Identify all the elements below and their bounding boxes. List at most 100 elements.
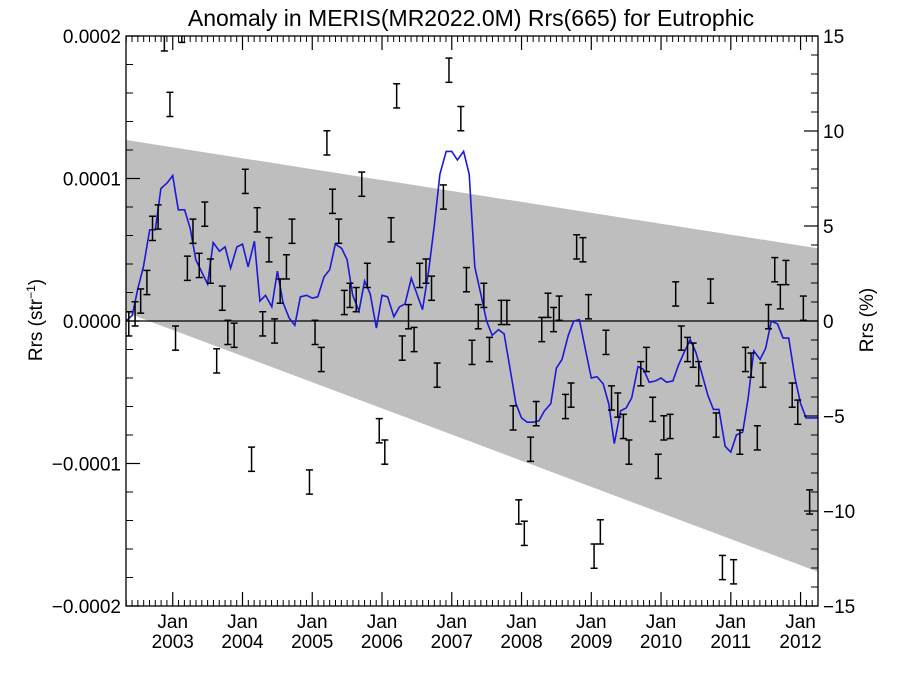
error-bar-point [462,266,470,293]
error-bar-point [718,554,726,581]
error-bar-point [579,236,587,263]
error-bar-point [335,218,343,245]
error-bar-point [358,171,366,198]
error-bar-point [573,234,581,260]
error-bar-point [363,262,371,289]
error-bar-point [509,405,517,431]
error-bar-point [183,255,191,282]
error-bar-point [642,346,650,373]
error-bar-point [178,36,186,44]
x-tick-month-label: Jan [646,612,677,633]
y-left-tick-label: 0.0001 [63,170,121,191]
error-bar-point [143,269,151,296]
error-bar-point [131,301,139,327]
error-bar-point [160,36,168,52]
error-bar-point [764,303,772,330]
error-bar-point [695,360,703,387]
error-bar-point [317,346,325,373]
chart-title: Anomaly in MERIS(MR2022.0M) Rrs(665) for… [188,5,754,31]
error-bar-point [468,339,476,366]
y-axis-label-left: Rrs (str−1) [24,279,47,361]
error-bar-point [387,216,395,243]
error-bar-point [445,57,453,84]
error-bar-point [248,446,256,473]
error-bar-point [410,326,418,353]
error-bar-point [538,316,546,343]
error-bar-point [782,259,790,286]
x-tick-month-label: Jan [506,612,537,633]
error-bar-point [561,393,569,420]
error-bar-point [794,399,802,426]
x-tick-month-label: Jan [297,612,328,633]
error-bar-point [352,286,360,313]
error-bar-point [189,218,197,245]
error-bar-point [265,236,273,263]
x-tick-year-label: 2006 [361,632,403,653]
error-bar-point [654,453,662,480]
error-bar-point [741,346,749,373]
error-bar-point [398,335,406,361]
error-bar-point [393,82,401,109]
error-bar-point [253,206,261,233]
x-tick-month-label: Jan [715,612,746,633]
y-right-tick-label: −15 [823,597,855,618]
error-bar-point [660,415,668,441]
error-bar-point [137,288,145,314]
smoothed-series-line [126,149,818,454]
error-bar-point [799,295,807,322]
y-right-tick-label: 0 [823,312,834,333]
error-bar-point [503,299,511,326]
error-bar-point [515,499,523,525]
x-tick-month-label: Jan [785,612,816,633]
error-bar-point [753,424,761,451]
error-bar-point [311,319,319,346]
x-tick-year-label: 2012 [779,632,821,653]
y-left-tick-label: 0.0002 [63,27,121,48]
x-tick-year-label: 2007 [431,632,473,653]
error-bar-point [596,519,604,545]
error-bar-point [550,306,558,333]
error-bar-point [282,253,290,280]
y-right-tick-label: −10 [823,502,855,523]
y-left-tick-label: 0.0000 [63,312,121,333]
y-right-tick-label: 5 [823,217,834,238]
error-bar-point [614,392,622,418]
error-bar-point [149,215,157,242]
error-bar-point [684,336,692,363]
x-tick-year-label: 2009 [570,632,612,653]
error-bar-point [747,352,755,379]
error-bar-point [608,385,616,411]
error-bar-point [672,281,680,307]
error-bar-point [218,285,226,312]
x-tick-month-label: Jan [576,612,607,633]
error-bar-point [276,278,284,304]
error-bar-point [637,360,645,387]
error-bar-point [271,318,279,344]
error-bar-point [346,282,354,309]
error-bar-point [288,218,296,245]
error-bar-point [172,325,180,351]
error-bar-point [166,91,174,118]
y-left-tick-label: −0.0002 [52,597,121,618]
error-bar-point [806,489,814,515]
error-bar-point [340,289,348,316]
y-axis-label-left-close: ) [26,279,47,285]
error-bar-point [195,252,203,279]
x-tick-year-label: 2003 [152,632,194,653]
error-bar-point [422,258,430,284]
plot-area [126,36,818,585]
y-left-tick-label: −0.0001 [52,455,121,476]
axes: 0.0002 0.0001 0.0000 −0.0001 −0.0002 15 10 5 0 −5… [52,27,855,653]
x-tick-year-label: 2004 [221,632,264,653]
x-tick-year-label: 2008 [500,632,542,653]
error-bar-point [428,275,436,302]
error-bar-point [730,558,738,585]
error-bar-point [712,412,720,438]
error-bar-point [323,130,331,156]
error-bar-point [433,362,441,389]
error-bar-point [305,469,313,495]
error-bar-point [474,303,482,330]
error-bar-point [771,256,779,283]
error-bar-point [689,342,697,369]
error-bar-point [619,413,627,440]
